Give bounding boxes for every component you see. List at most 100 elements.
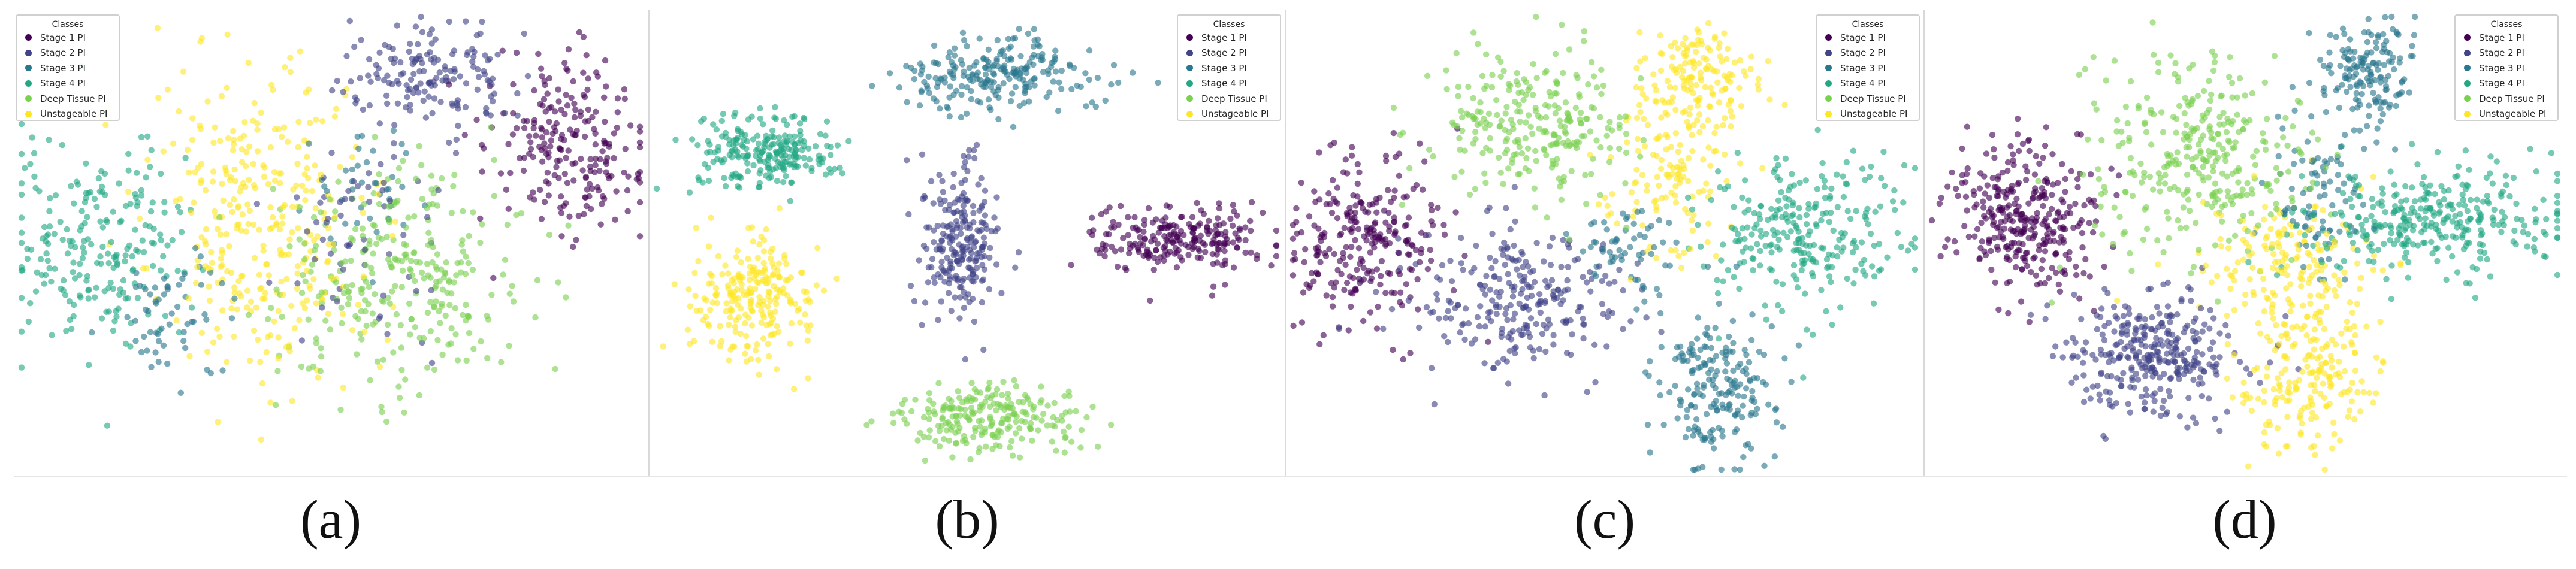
legend-label: Stage 4 PI xyxy=(40,78,86,89)
scatter-point xyxy=(1672,382,1678,389)
scatter-point xyxy=(952,294,958,301)
scatter-point xyxy=(2212,242,2219,249)
scatter-point xyxy=(1728,123,1734,130)
scatter-point xyxy=(1073,408,1079,414)
scatter-point xyxy=(2190,376,2197,383)
scatter-point xyxy=(2307,300,2314,307)
legend-title: Classes xyxy=(1213,20,1245,29)
scatter-point xyxy=(1517,290,1524,297)
scatter-point xyxy=(1609,191,1615,198)
scatter-point xyxy=(1796,179,1803,186)
scatter-point xyxy=(993,56,1000,63)
scatter-point xyxy=(1556,175,1562,182)
scatter-point xyxy=(116,180,122,187)
scatter-point xyxy=(264,334,271,340)
scatter-point xyxy=(189,137,196,143)
scatter-point xyxy=(962,406,968,413)
scatter-point xyxy=(2205,174,2212,181)
scatter-point xyxy=(1737,57,1744,64)
scatter-point xyxy=(1782,195,1789,201)
scatter-point xyxy=(917,71,925,78)
scatter-point xyxy=(1114,264,1121,270)
scatter-point xyxy=(1850,280,1857,287)
scatter-point xyxy=(31,150,38,156)
scatter-point xyxy=(1012,430,1019,437)
scatter-point xyxy=(1316,149,1322,156)
scatter-point xyxy=(1049,438,1056,445)
scatter-point xyxy=(973,141,980,149)
scatter-point xyxy=(1533,158,1539,164)
scatter-point xyxy=(745,255,751,262)
scatter-point xyxy=(317,199,324,206)
scatter-point xyxy=(769,245,776,252)
scatter-point xyxy=(466,329,473,337)
scatter-point xyxy=(334,298,340,305)
scatter-point xyxy=(733,317,739,324)
scatter-point xyxy=(1127,240,1133,247)
scatter-point xyxy=(1511,184,1518,190)
scatter-point xyxy=(1155,229,1162,236)
scatter-point xyxy=(710,121,717,128)
legend-label: Stage 2 PI xyxy=(1201,47,1247,59)
scatter-point xyxy=(158,325,165,332)
scatter-point xyxy=(2193,349,2200,355)
scatter-point xyxy=(1712,372,1719,379)
scatter-point xyxy=(44,258,51,264)
scatter-point xyxy=(275,308,282,314)
scatter-point xyxy=(1690,466,1697,473)
scatter-point xyxy=(428,26,435,33)
scatter-point xyxy=(723,300,730,307)
scatter-point xyxy=(1722,392,1729,398)
scatter-point xyxy=(2283,231,2290,238)
scatter-point xyxy=(115,305,122,312)
scatter-point xyxy=(2013,195,2020,202)
scatter-point xyxy=(2151,398,2158,404)
scatter-point xyxy=(318,353,325,360)
scatter-point xyxy=(783,173,789,180)
scatter-point xyxy=(1477,99,1484,106)
scatter-point xyxy=(1853,244,1859,251)
scatter-point xyxy=(737,330,744,337)
scatter-point xyxy=(1696,189,1702,195)
scatter-point xyxy=(1639,91,1646,98)
scatter-point xyxy=(127,343,134,350)
scatter-point xyxy=(543,178,549,185)
scatter-point xyxy=(1489,297,1496,304)
scatter-point xyxy=(1560,140,1566,146)
scatter-point xyxy=(303,153,310,160)
scatter-point xyxy=(315,374,321,381)
scatter-point xyxy=(335,178,342,185)
scatter-point xyxy=(955,275,961,282)
scatter-point xyxy=(1803,221,1810,228)
scatter-point xyxy=(1696,111,1703,118)
scatter-point xyxy=(97,253,104,260)
scatter-point xyxy=(946,267,952,274)
scatter-point xyxy=(614,109,621,116)
scatter-point xyxy=(451,172,458,178)
scatter-point xyxy=(845,138,852,144)
scatter-point xyxy=(1743,365,1749,372)
scatter-point xyxy=(530,153,537,161)
legend-marker xyxy=(25,49,32,56)
scatter-point xyxy=(1317,234,1324,241)
scatter-point xyxy=(1759,165,1766,171)
scatter-point xyxy=(1414,306,1421,313)
legend-item: Stage 1 PI xyxy=(1183,30,1275,46)
scatter-point xyxy=(708,280,715,287)
scatter-point xyxy=(774,177,781,184)
scatter-point xyxy=(764,136,771,143)
scatter-point xyxy=(1242,249,1249,256)
scatter-point xyxy=(955,388,961,395)
scatter-point xyxy=(1828,210,1834,216)
scatter-point xyxy=(1310,278,1317,284)
scatter-point xyxy=(1644,225,1651,232)
scatter-point xyxy=(1527,123,1534,130)
scatter-point xyxy=(995,116,1002,123)
scatter-point xyxy=(1011,410,1017,417)
scatter-point xyxy=(978,219,985,226)
scatter-point xyxy=(1533,75,1540,81)
scatter-point xyxy=(1818,217,1825,224)
scatter-point xyxy=(2042,143,2049,149)
scatter-point xyxy=(117,219,123,226)
scatter-point xyxy=(606,140,612,147)
